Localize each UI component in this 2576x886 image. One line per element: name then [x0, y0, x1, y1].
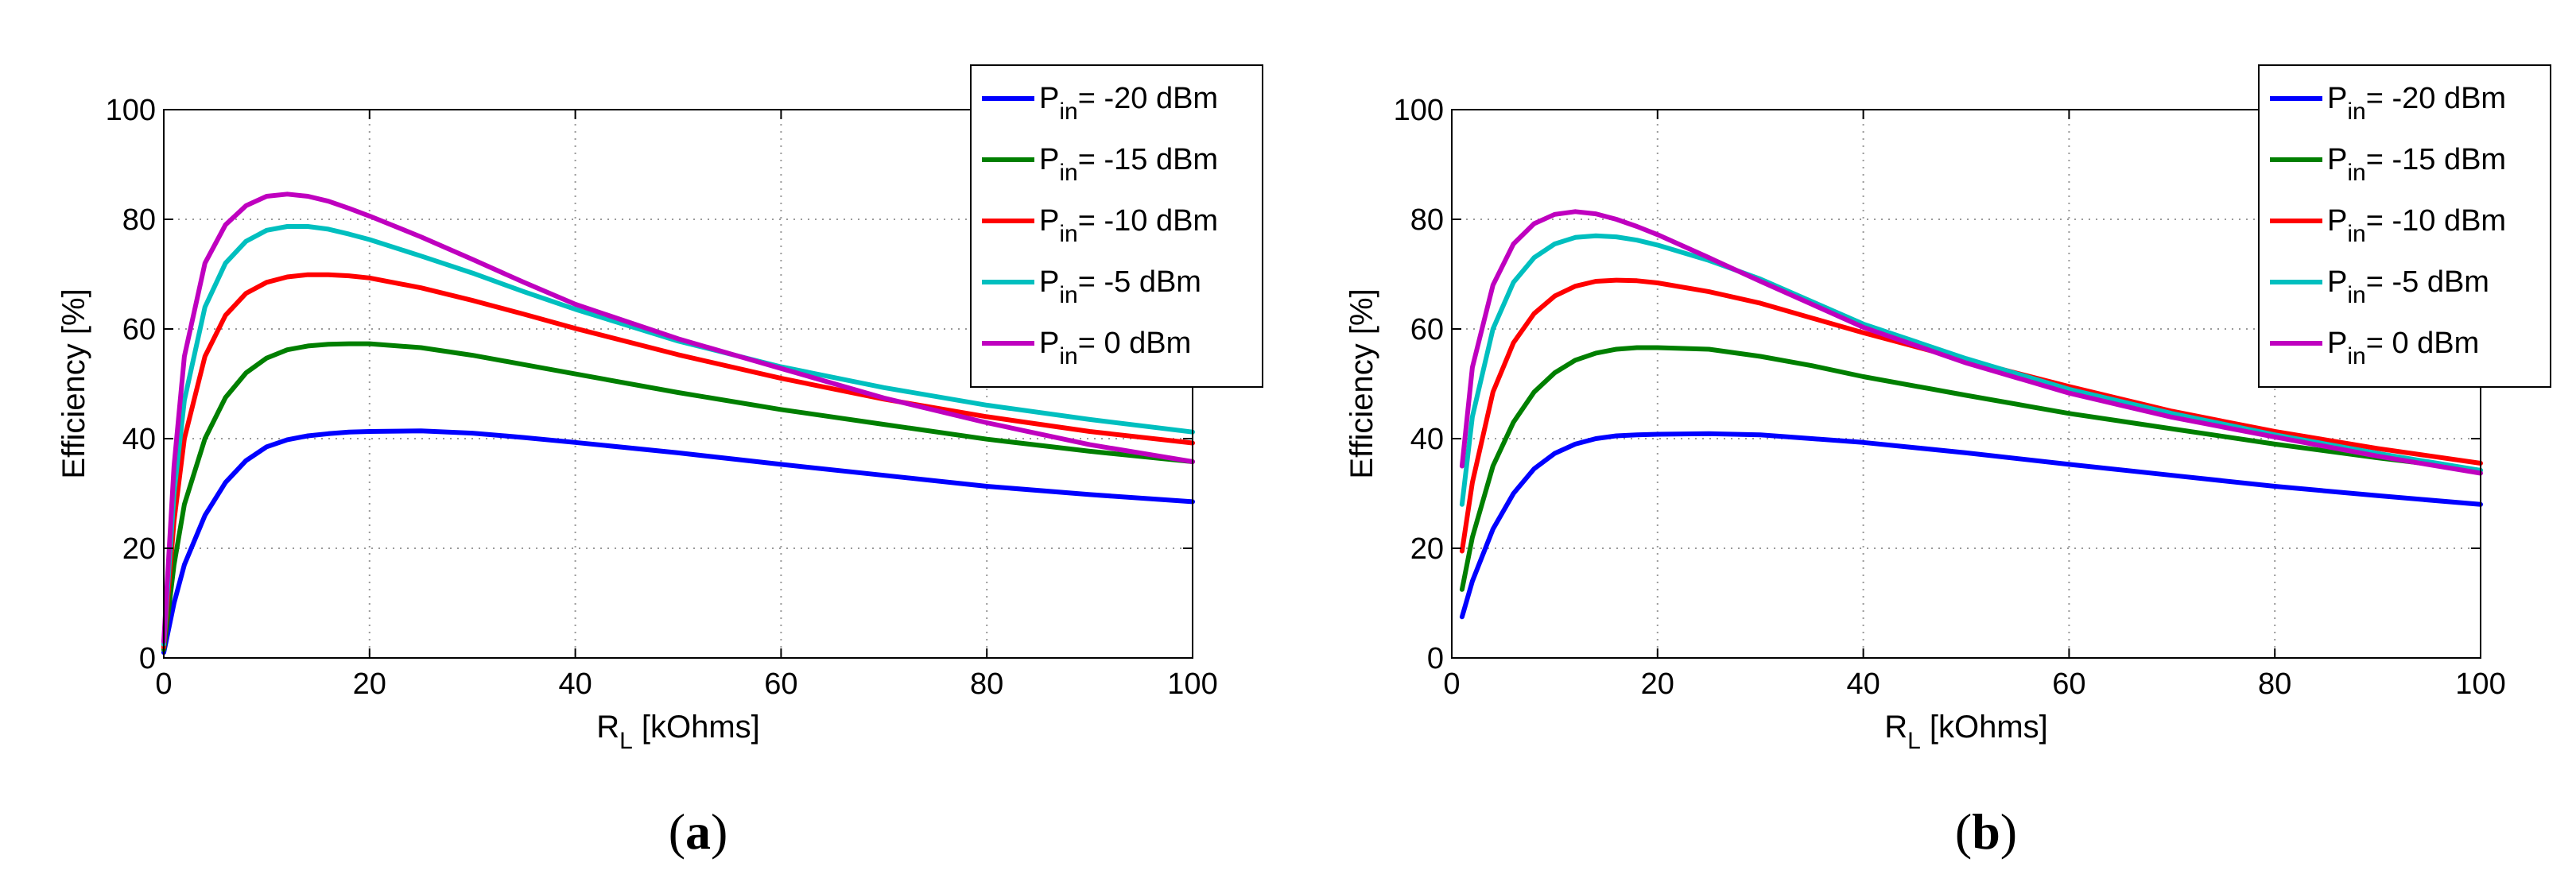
legend-entry-sub: in	[1059, 221, 1077, 247]
legend-entry: Pin= -15 dBm	[1039, 143, 1218, 186]
series-line--5dbm	[161, 224, 1195, 647]
x-tick-label: 20	[1641, 667, 1674, 701]
y-tick-label: 0	[1427, 642, 1444, 675]
legend-entry: Pin= -10 dBm	[1039, 204, 1218, 247]
x-tick-label: 20	[353, 667, 386, 701]
panel-caption: (b)	[1955, 803, 2017, 860]
legend-entry-sub: in	[2347, 282, 2365, 308]
legend-entry: Pin= -5 dBm	[1039, 265, 1201, 308]
legend-entry: Pin= -20 dBm	[1039, 82, 1218, 125]
x-tick-label: 60	[764, 667, 797, 701]
legend-entry-rest: = -15 dBm	[1078, 143, 1218, 176]
series-line-0dbm	[161, 192, 1195, 644]
legend-entry-main: P	[2327, 265, 2347, 299]
y-tick-label: 80	[122, 203, 156, 237]
y-tick-label: 100	[106, 94, 156, 127]
x-axis-label: RL [kOhms]	[1884, 710, 2048, 754]
x-tick-label: 40	[558, 667, 592, 701]
legend-entry-rest: = -5 dBm	[1078, 265, 1201, 299]
x-tick-label: 100	[1167, 667, 1217, 701]
x-tick-label: 100	[2455, 667, 2505, 701]
caption-open-paren: (	[1955, 803, 1972, 860]
legend-entry-main: P	[1039, 265, 1059, 299]
legend-entry-sub: in	[1059, 99, 1077, 125]
panel-caption: (a)	[669, 803, 728, 860]
legend-box	[2258, 64, 2551, 388]
y-tick-label: 80	[1410, 203, 1444, 237]
legend-entry: Pin= -10 dBm	[2327, 204, 2506, 247]
x-tick-label: 60	[2052, 667, 2085, 701]
legend-entry-main: P	[2327, 143, 2347, 176]
y-axis-label: Efficiency [%]	[56, 288, 91, 478]
x-axis-label-main: R	[1884, 710, 1907, 745]
legend-entry-rest: = -10 dBm	[1078, 204, 1218, 238]
legend-entry: Pin= -5 dBm	[2327, 265, 2489, 308]
y-tick-label: 100	[1394, 94, 1444, 127]
y-axis-label: Efficiency [%]	[1344, 288, 1379, 478]
legend-box	[970, 64, 1263, 388]
legend-entry-rest: = -15 dBm	[2366, 143, 2506, 176]
x-axis-label-rest: [kOhms]	[633, 710, 760, 745]
legend-entry: Pin= -20 dBm	[2327, 82, 2506, 125]
legend-entry-rest: = -5 dBm	[2366, 265, 2489, 299]
panel-b: 0 20 40 60 80 100 0 20 40 60 80 100 RL [kOhms] Effici…	[1344, 64, 2551, 860]
y-tick-label: 40	[122, 423, 156, 456]
panel-a: 0 20 40 60 80 100 0 20 40 60 80 100 RL [kOhms] Effici…	[56, 64, 1263, 860]
x-axis-label-sub: L	[619, 728, 633, 754]
legend-entry-rest: = 0 dBm	[2366, 327, 2480, 360]
legend-entry: Pin= 0 dBm	[2327, 327, 2479, 369]
legend-entry-main: P	[1039, 327, 1059, 360]
x-tick-label: 0	[155, 667, 172, 701]
legend-entry-main: P	[2327, 82, 2347, 115]
legend-entry-main: P	[1039, 204, 1059, 238]
y-tick-label: 60	[1410, 313, 1444, 346]
legend-entry-sub: in	[2347, 99, 2365, 125]
legend-entry: Pin= 0 dBm	[1039, 327, 1191, 369]
x-tick-label: 80	[970, 667, 1003, 701]
legend-entry-rest: = -20 dBm	[1078, 82, 1218, 115]
series-line--10dbm	[161, 272, 1195, 650]
x-axis-label-sub: L	[1907, 728, 1921, 754]
legend-entry-sub: in	[1059, 160, 1077, 186]
y-tick-label: 0	[139, 642, 156, 675]
x-axis-label: RL [kOhms]	[596, 710, 760, 754]
legend-entry-rest: = -20 dBm	[2366, 82, 2506, 115]
legend-entry-sub: in	[2347, 160, 2365, 186]
legend-entry-sub: in	[2347, 343, 2365, 369]
series-line--20dbm	[161, 428, 1195, 656]
y-tick-label: 60	[122, 313, 156, 346]
legend-entry-sub: in	[1059, 282, 1077, 308]
legend-entry-main: P	[1039, 143, 1059, 176]
series-line-0dbm	[1459, 209, 2483, 476]
x-tick-label: 80	[2258, 667, 2291, 701]
caption-open-paren: (	[669, 803, 685, 860]
legend-entry-rest: = 0 dBm	[1078, 327, 1192, 360]
caption-close-paren: )	[2000, 803, 2017, 860]
caption-letter: b	[1972, 803, 2000, 860]
caption-letter: a	[685, 803, 711, 860]
legend-entry-main: P	[1039, 82, 1059, 115]
legend-entry-main: P	[2327, 327, 2347, 360]
y-tick-label: 40	[1410, 423, 1444, 456]
x-axis-label-rest: [kOhms]	[1921, 710, 2048, 745]
series-line--20dbm	[1459, 431, 2483, 620]
caption-close-paren: )	[711, 803, 727, 860]
legend-entry-sub: in	[1059, 343, 1077, 369]
series-line--5dbm	[1459, 233, 2483, 507]
series-line--15dbm	[161, 341, 1195, 652]
series-line--15dbm	[1459, 345, 2483, 592]
x-axis-label-main: R	[596, 710, 619, 745]
legend-entry-sub: in	[2347, 221, 2365, 247]
x-tick-label: 0	[1443, 667, 1460, 701]
legend-entry-main: P	[2327, 204, 2347, 238]
legend-entry: Pin= -15 dBm	[2327, 143, 2506, 186]
legend-entry-rest: = -10 dBm	[2366, 204, 2506, 238]
y-tick-label: 20	[1410, 532, 1444, 566]
y-tick-label: 20	[122, 532, 156, 566]
x-tick-label: 40	[1846, 667, 1880, 701]
